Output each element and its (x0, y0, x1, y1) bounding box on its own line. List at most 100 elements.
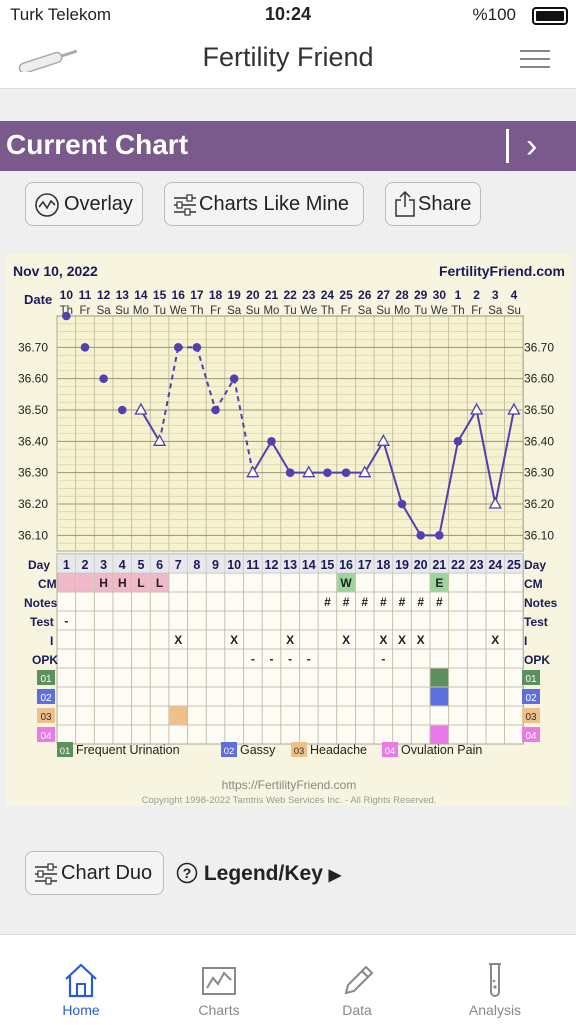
date-label: 10 (60, 288, 74, 302)
chart-svg: Nov 10, 2022 FertilityFriend.com Date Da… (13, 263, 565, 806)
app-header: Fertility Friend (0, 30, 576, 89)
date-label: 2 (473, 288, 480, 302)
fertility-chart: Nov 10, 2022 FertilityFriend.com Date Da… (6, 254, 572, 806)
date-label: 20 (246, 288, 260, 302)
legend-key-label: Legend/Key (203, 862, 323, 885)
temperature-point (80, 343, 90, 352)
charts-like-mine-button[interactable]: Charts Like Mine (164, 182, 364, 226)
day-number: 20 (414, 558, 428, 572)
date-label: 27 (377, 288, 391, 302)
temperature-point (341, 468, 351, 477)
date-label: 30 (433, 288, 447, 302)
day-number: 19 (395, 558, 409, 572)
symptom-code-right: 02 (525, 693, 537, 704)
symptom-code-badge-right (522, 689, 540, 704)
intercourse-mark: X (342, 633, 350, 647)
tab-data[interactable]: Data (312, 960, 402, 1018)
weekday-label: Mo (394, 305, 410, 317)
day-number: 15 (320, 558, 334, 572)
y-tick-label-right: 36.70 (524, 340, 554, 354)
day-number: 24 (488, 558, 502, 572)
cm-fertile-cell (430, 573, 449, 592)
temperature-point (285, 468, 295, 477)
test-row-label-right: Test (524, 615, 548, 629)
cm-value: E (435, 576, 443, 590)
legend-key-link[interactable]: ? Legend/Key ▶ (176, 862, 341, 886)
legend-swatch (382, 742, 398, 757)
day-number: 23 (470, 558, 484, 572)
sliders-icon (174, 194, 196, 216)
intercourse-row-label-right: I (524, 634, 527, 648)
tab-home[interactable]: Home (36, 960, 126, 1018)
weekday-label: Tu (414, 305, 427, 317)
legend-code: 02 (224, 746, 235, 757)
current-chart-banner[interactable]: Current Chart › (0, 121, 576, 171)
day-number: 1 (63, 558, 70, 572)
cm-period-cell (113, 573, 132, 592)
chart-duo-label: Chart Duo (61, 862, 153, 884)
tab-analysis[interactable]: Analysis (450, 960, 540, 1018)
day-number: 25 (507, 558, 521, 572)
cm-period-cell (57, 573, 76, 592)
weekday-label: Tu (284, 305, 297, 317)
chevron-right-icon[interactable]: › (526, 127, 538, 165)
share-button[interactable]: Share (385, 182, 481, 226)
tab-charts[interactable]: Charts (174, 960, 264, 1018)
day-number: 14 (302, 558, 316, 572)
weekday-label: We (431, 305, 448, 317)
home-icon (65, 963, 97, 998)
opk-mark: - (381, 652, 385, 666)
legend-swatch (221, 742, 237, 757)
day-number: 9 (212, 558, 219, 572)
day-number: 8 (193, 558, 200, 572)
date-label: 22 (283, 288, 297, 302)
y-tick-label: 36.50 (18, 403, 48, 417)
opk-row-label: OPK (32, 653, 58, 667)
menu-icon[interactable] (520, 50, 550, 70)
temperature-point (99, 374, 108, 383)
temperature-point (211, 405, 220, 415)
weekday-label: Sa (227, 305, 242, 317)
cm-period-cell (150, 573, 169, 592)
status-bar: Turk Telekom 10:24 %100 (0, 0, 576, 30)
day-row-label: Day (28, 558, 50, 572)
date-label: 13 (116, 288, 130, 302)
date-label: 4 (511, 288, 518, 302)
temperature-point-open (246, 465, 260, 478)
test-tube-icon (489, 963, 501, 997)
temperature-point (192, 343, 202, 352)
weekday-label: We (300, 305, 317, 317)
y-tick-label-right: 36.50 (524, 403, 554, 417)
opk-mark: - (288, 652, 292, 666)
chart-duo-button[interactable]: Chart Duo (25, 851, 164, 895)
weekday-label: Sa (488, 305, 503, 317)
test-row-label: Test (30, 615, 54, 629)
temperature-line (494, 409, 515, 505)
cm-period-cell (132, 573, 150, 592)
note-mark: # (436, 595, 443, 609)
symptom-code-right: 03 (525, 712, 537, 723)
intercourse-row-label: I (50, 634, 53, 648)
y-tick-label-right: 36.10 (524, 528, 554, 542)
symptom-cell (169, 706, 188, 725)
thermometer-icon (18, 49, 78, 72)
symptom-code-badge-right (522, 727, 540, 742)
cm-value: H (99, 576, 108, 590)
symptom-code-badge-right (522, 670, 540, 685)
note-mark: # (399, 595, 406, 609)
weekday-label: Th (451, 305, 464, 317)
temperature-point (416, 531, 425, 540)
symptom-code-badge (37, 689, 55, 704)
temperature-point (453, 437, 463, 446)
day-row-bg (57, 554, 524, 573)
overlay-button[interactable]: Overlay (25, 182, 143, 226)
date-label: 19 (227, 288, 241, 302)
day-number: 16 (339, 558, 353, 572)
temperature-point-open (358, 465, 372, 478)
y-tick-label: 36.20 (18, 497, 48, 511)
cm-fertile-cell (337, 573, 355, 592)
footer-url[interactable]: https://FertilityFriend.com (222, 778, 357, 792)
day-number: 3 (100, 558, 107, 572)
temperature-line (363, 440, 385, 474)
cm-period-cell (76, 573, 94, 592)
